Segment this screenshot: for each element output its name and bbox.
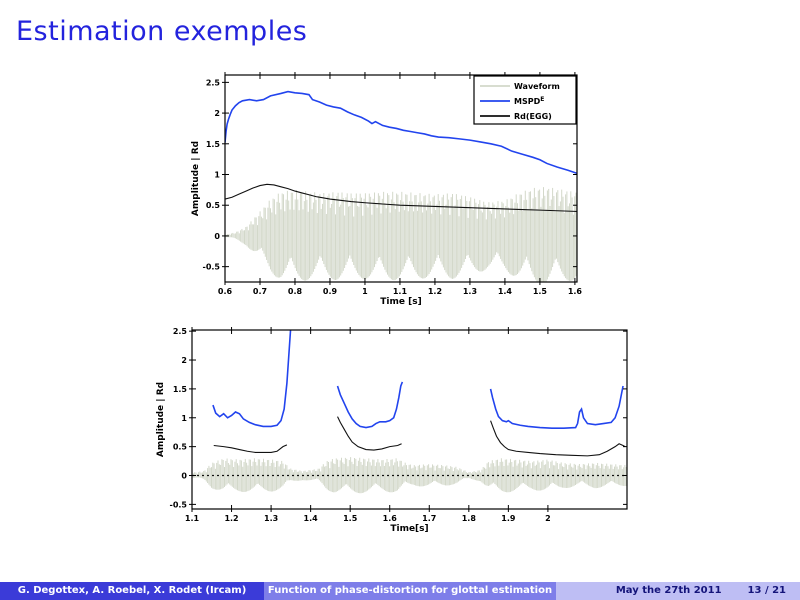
top-chart-svg: 0.6 0.7 0.8 0.9 1 1.1 1.2 1.3 1.4 1.5 1.6 -0.5 0 0.5 1…	[191, 72, 583, 307]
svg-text:0.5: 0.5	[206, 201, 221, 210]
svg-text:1: 1	[214, 171, 220, 180]
axis-ticks: 0.6 0.7 0.8 0.9 1 1.1 1.2 1.3 1.4 1.5 1.6 -0.5 0 0.5 1…	[203, 72, 583, 296]
svg-text:1.5: 1.5	[173, 385, 188, 394]
svg-text:1.6: 1.6	[383, 514, 398, 523]
svg-text:1.3: 1.3	[264, 514, 278, 523]
svg-text:-0.5: -0.5	[203, 263, 221, 272]
svg-text:1: 1	[362, 287, 368, 296]
footer-meta: May the 27th 2011 13 / 21	[556, 582, 800, 600]
x-axis-label: Time[s]	[390, 524, 428, 534]
svg-text:1.2: 1.2	[428, 287, 442, 296]
svg-text:0.7: 0.7	[253, 287, 267, 296]
svg-text:1.5: 1.5	[343, 514, 358, 523]
svg-text:0.6: 0.6	[218, 287, 233, 296]
axis-ticks: 1.1 1.2 1.3 1.4 1.5 1.6 1.7 1.8 1.9 2 -0.5 0 0.5 1 1.5…	[170, 327, 627, 523]
y-axis-label: Amplitude | Rd	[191, 141, 201, 216]
footer-bar: G. Degottex, A. Roebel, X. Rodet (Ircam)…	[0, 582, 800, 600]
svg-text:1.2: 1.2	[224, 514, 238, 523]
svg-text:1.5: 1.5	[533, 287, 548, 296]
svg-text:1.5: 1.5	[206, 140, 221, 149]
svg-text:1: 1	[181, 414, 187, 423]
svg-text:2.5: 2.5	[173, 327, 188, 336]
footer-date: May the 27th 2011	[615, 585, 722, 596]
svg-text:MSPDE: MSPDE	[514, 96, 544, 106]
svg-text:1.6: 1.6	[568, 287, 583, 296]
svg-text:Waveform: Waveform	[514, 82, 560, 91]
series-rdegg	[225, 183, 577, 213]
series-rdegg	[213, 416, 626, 457]
footer-short-title-text: Function of phase-distortion for glottal…	[267, 585, 553, 596]
waveform-series	[225, 187, 577, 282]
svg-text:1.9: 1.9	[501, 514, 516, 523]
svg-text:0.5: 0.5	[173, 443, 188, 452]
bottom-chart-svg: 1.1 1.2 1.3 1.4 1.5 1.6 1.7 1.8 1.9 2 -0.5 0 0.5 1 1.5…	[156, 327, 628, 534]
svg-text:2: 2	[181, 356, 187, 365]
svg-text:1.4: 1.4	[304, 514, 319, 523]
svg-text:1.4: 1.4	[498, 287, 513, 296]
svg-text:1.8: 1.8	[462, 514, 477, 523]
svg-text:Rd(EGG): Rd(EGG)	[514, 112, 552, 121]
footer-page-number: 13 / 21	[747, 585, 786, 596]
svg-text:1.7: 1.7	[422, 514, 436, 523]
plot-box	[224, 74, 578, 283]
plot-box	[191, 329, 628, 510]
svg-text:2: 2	[214, 109, 220, 118]
svg-text:0.8: 0.8	[288, 287, 303, 296]
slide-title: Estimation exemples	[16, 16, 308, 47]
footer-authors-text: G. Degottex, A. Roebel, X. Rodet (Ircam)	[17, 585, 247, 596]
svg-text:1.1: 1.1	[393, 287, 408, 296]
svg-text:1.3: 1.3	[463, 287, 477, 296]
svg-text:1.1: 1.1	[185, 514, 200, 523]
svg-text:2.5: 2.5	[206, 78, 221, 87]
series-mspde	[212, 330, 624, 429]
top-chart: 0.6 0.7 0.8 0.9 1 1.1 1.2 1.3 1.4 1.5 1.6 -0.5 0 0.5 1…	[183, 64, 595, 314]
footer-short-title: Function of phase-distortion for glottal…	[264, 582, 556, 600]
y-axis-label: Amplitude | Rd	[156, 382, 166, 457]
series-mspde	[225, 90, 577, 175]
svg-text:2: 2	[545, 514, 551, 523]
svg-text:-0.5: -0.5	[170, 500, 188, 509]
svg-text:0: 0	[181, 472, 187, 481]
svg-text:0: 0	[214, 232, 220, 241]
footer-authors: G. Degottex, A. Roebel, X. Rodet (Ircam)	[0, 582, 264, 600]
x-axis-label: Time [s]	[380, 297, 421, 307]
legend: Waveform MSPDE Rd(EGG)	[473, 75, 577, 125]
svg-text:0.9: 0.9	[323, 287, 338, 296]
bottom-chart: 1.1 1.2 1.3 1.4 1.5 1.6 1.7 1.8 1.9 2 -0.5 0 0.5 1 1.5…	[150, 322, 640, 540]
